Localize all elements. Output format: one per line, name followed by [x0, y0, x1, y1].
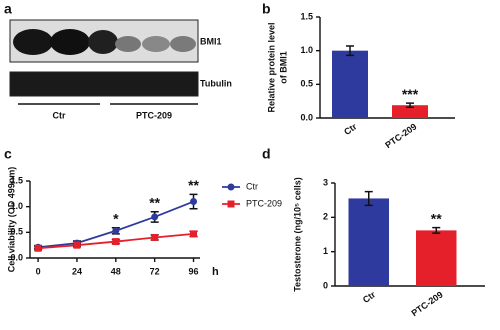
- y-tick-label: 1.0: [10, 201, 23, 211]
- y-tick-label: 1.5: [10, 175, 23, 185]
- group-label: Ctr: [53, 110, 66, 120]
- y-tick-label: 1.0: [300, 45, 313, 55]
- bar: [332, 50, 368, 118]
- marker: [34, 244, 42, 252]
- y-axis-label: Testosterone (ng/10⁵ cells): [292, 177, 302, 292]
- panel-label: a: [4, 1, 12, 17]
- bar: [392, 105, 428, 118]
- error-bar: [364, 190, 373, 207]
- group-label: PTC-209: [136, 110, 172, 120]
- y-tick-label: 0.0: [10, 252, 23, 262]
- marker: [190, 198, 198, 206]
- y-tick-label: 0: [323, 280, 328, 290]
- y-tick-label: 1: [323, 246, 328, 256]
- x-tick-label: 24: [72, 266, 82, 276]
- legend-marker: [227, 200, 235, 208]
- x-tick-label: 48: [111, 266, 121, 276]
- legend-label: Ctr: [246, 181, 258, 191]
- band: [115, 36, 141, 52]
- error-bar: [346, 45, 354, 57]
- bar: [348, 198, 389, 286]
- marker: [112, 238, 120, 246]
- significance: *: [113, 210, 119, 226]
- error-bar: [406, 102, 414, 108]
- y-tick-label: 0.5: [10, 227, 23, 237]
- y-tick-label: 0.5: [300, 79, 313, 89]
- x-tick-label: 0: [36, 266, 41, 276]
- band: [88, 30, 118, 54]
- significance: ***: [402, 86, 419, 102]
- marker: [151, 233, 159, 241]
- marker: [151, 213, 159, 221]
- marker: [190, 230, 198, 238]
- band: [13, 29, 53, 55]
- band: [170, 36, 196, 52]
- panel-label: c: [4, 146, 12, 162]
- panel-label: b: [262, 1, 271, 17]
- y-tick-label: 2: [323, 212, 328, 222]
- legend-marker: [227, 183, 235, 191]
- band-label: BMI1: [200, 36, 222, 46]
- x-tick-label: PTC-209: [383, 121, 418, 150]
- band: [50, 29, 90, 55]
- significance: **: [149, 195, 160, 211]
- x-tick-label: 96: [189, 266, 199, 276]
- marker: [73, 241, 81, 249]
- x-tick-label: PTC-209: [410, 289, 445, 318]
- y-tick-label: 0.0: [300, 112, 313, 122]
- x-tick-label: Ctr: [361, 289, 378, 305]
- error-bar: [432, 226, 441, 234]
- blot: [9, 19, 199, 105]
- y-tick-label: 3: [323, 177, 328, 187]
- y-tick-label: 1.5: [300, 11, 313, 21]
- significance: **: [431, 210, 442, 226]
- marker: [112, 227, 120, 235]
- band: [142, 36, 170, 52]
- band-label: Tubulin: [200, 78, 232, 88]
- legend-label: PTC-209: [246, 198, 282, 208]
- x-tick-label: 72: [150, 266, 160, 276]
- y-axis-label: Cell viability (OD 499nm): [6, 167, 16, 273]
- significance: **: [188, 177, 199, 193]
- panel-label: d: [262, 146, 271, 162]
- y-axis-label: of BMI1: [278, 51, 288, 84]
- x-tick-label: Ctr: [342, 121, 359, 137]
- y-axis-label: Relative protein level: [266, 22, 276, 112]
- blot-strip: [9, 71, 199, 97]
- x-axis-label: h: [212, 266, 219, 278]
- bar: [416, 230, 457, 286]
